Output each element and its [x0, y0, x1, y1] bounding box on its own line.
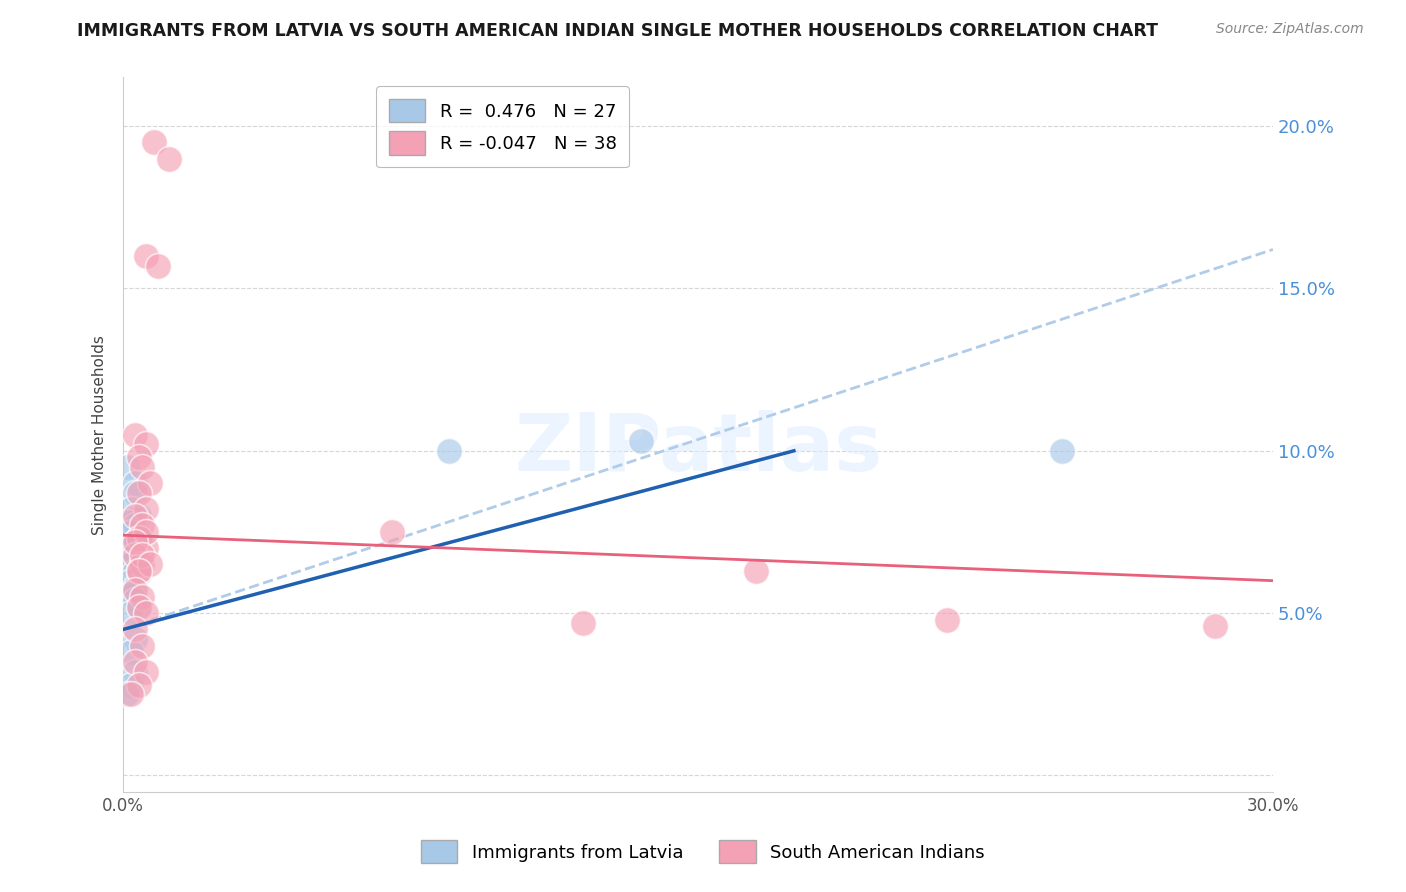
Point: [120, 558, 142, 572]
Point: [128, 677, 150, 691]
Point: [139, 476, 162, 491]
Point: [128, 508, 150, 523]
Point: [115, 515, 138, 529]
Point: [124, 632, 146, 646]
Point: [146, 259, 169, 273]
Point: [630, 434, 652, 448]
Point: [115, 460, 138, 475]
Point: [124, 486, 146, 500]
Point: [135, 249, 157, 263]
Point: [124, 548, 146, 562]
Point: [135, 665, 157, 679]
Point: [135, 524, 157, 539]
Point: [131, 460, 153, 475]
Point: [1050, 443, 1073, 458]
Point: [120, 574, 142, 588]
Point: [124, 518, 146, 533]
Point: [572, 615, 595, 630]
Point: [128, 450, 150, 465]
Point: [131, 558, 153, 572]
Point: [135, 502, 157, 516]
Point: [437, 443, 460, 458]
Point: [115, 550, 138, 565]
Point: [124, 476, 146, 491]
Point: [124, 534, 146, 549]
Point: [120, 677, 142, 691]
Point: [124, 508, 146, 523]
Point: [128, 532, 150, 546]
Point: [135, 541, 157, 556]
Point: [115, 687, 138, 701]
Point: [120, 502, 142, 516]
Point: [1204, 619, 1226, 633]
Point: [131, 639, 153, 653]
Point: [124, 534, 146, 549]
Point: [128, 599, 150, 614]
Point: [936, 613, 959, 627]
Point: [128, 532, 150, 546]
Point: [139, 558, 162, 572]
Point: [120, 645, 142, 659]
Text: ZIPatlas: ZIPatlas: [515, 409, 882, 488]
Point: [124, 548, 146, 562]
Text: Source: ZipAtlas.com: Source: ZipAtlas.com: [1216, 22, 1364, 37]
Point: [131, 590, 153, 604]
Point: [120, 524, 142, 539]
Point: [128, 567, 150, 582]
Point: [120, 587, 142, 601]
Point: [120, 687, 142, 701]
Point: [131, 548, 153, 562]
Point: [135, 606, 157, 620]
Point: [135, 437, 157, 451]
Point: [131, 518, 153, 533]
Point: [124, 427, 146, 442]
Point: [380, 524, 402, 539]
Point: [120, 606, 142, 620]
Point: [128, 564, 150, 578]
Point: [744, 564, 766, 578]
Point: [120, 541, 142, 556]
Point: [124, 583, 146, 598]
Point: [157, 152, 180, 166]
Text: IMMIGRANTS FROM LATVIA VS SOUTH AMERICAN INDIAN SINGLE MOTHER HOUSEHOLDS CORRELA: IMMIGRANTS FROM LATVIA VS SOUTH AMERICAN…: [77, 22, 1159, 40]
Point: [124, 564, 146, 578]
Point: [143, 136, 166, 150]
Point: [128, 564, 150, 578]
Point: [124, 623, 146, 637]
Point: [124, 655, 146, 669]
Legend: R =  0.476   N = 27, R = -0.047   N = 38: R = 0.476 N = 27, R = -0.047 N = 38: [377, 87, 628, 167]
Point: [128, 486, 150, 500]
Legend: Immigrants from Latvia, South American Indians: Immigrants from Latvia, South American I…: [412, 831, 994, 872]
Point: [124, 580, 146, 594]
Point: [124, 593, 146, 607]
Point: [124, 665, 146, 679]
Y-axis label: Single Mother Households: Single Mother Households: [93, 334, 107, 534]
Point: [128, 599, 150, 614]
